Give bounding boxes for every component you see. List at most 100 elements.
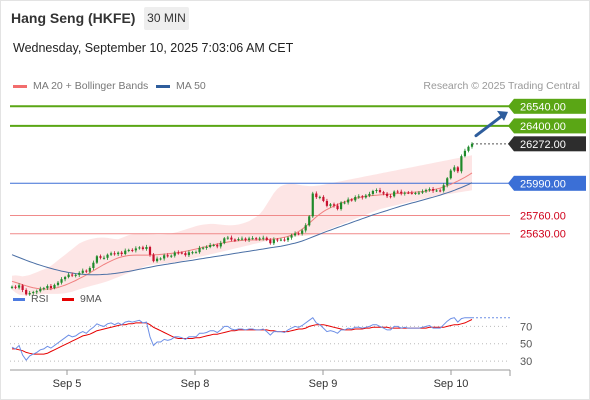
candle-body [403, 192, 406, 194]
level-label-0: 26540.00 [520, 101, 566, 113]
candle-body [269, 239, 272, 244]
candle-body [95, 256, 99, 263]
candle-body [53, 284, 56, 289]
candle-body [467, 146, 470, 151]
candle-body [138, 247, 141, 249]
candle-body [325, 200, 329, 206]
candle-body [378, 190, 382, 193]
timestamp: Wednesday, September 10, 2025 7:03:06 AM… [13, 41, 294, 55]
candle-body [102, 257, 106, 259]
candle-body [304, 225, 307, 231]
legend-label-ma20: MA 20 + Bollinger Bands [33, 80, 149, 92]
candle-body [233, 239, 237, 241]
candle-body [258, 238, 261, 240]
candle-body [364, 195, 367, 198]
candle-body [230, 237, 233, 240]
legend-swatch-ma20 [13, 84, 27, 88]
candle-body [283, 239, 286, 241]
candle-body [463, 150, 467, 157]
candle-body [124, 250, 127, 254]
candle-body [301, 230, 304, 234]
level-label-4: 25760.00 [520, 211, 566, 223]
candle-body [251, 238, 254, 240]
legend-swatch-ma50 [156, 84, 170, 88]
candle-body [209, 245, 212, 247]
level-label-1: 26400.00 [520, 121, 566, 133]
candle-body [127, 249, 130, 251]
legend-item-rsi-ma: 9MA [62, 293, 102, 305]
candle-body [148, 247, 152, 255]
candle-body [67, 274, 70, 278]
legend-swatch-rsi-ma [62, 297, 74, 301]
candle-body [385, 193, 389, 197]
legend-item-ma20: MA 20 + Bollinger Bands [13, 80, 148, 92]
candle-body [290, 235, 293, 238]
candle-body [223, 238, 226, 243]
timeframe-button[interactable]: 30 MIN [144, 7, 189, 30]
level-label-pointer-1 [508, 118, 514, 134]
candle-body [35, 291, 38, 293]
candle-body [191, 252, 194, 254]
candle-body [410, 192, 413, 194]
level-label-bg-0 [514, 98, 586, 114]
candle-body [194, 252, 198, 254]
level-label-bg-3 [514, 175, 586, 191]
candle-body [417, 192, 421, 194]
candle-body [117, 252, 120, 255]
candle-body [28, 293, 31, 295]
candle-body [201, 247, 205, 249]
candle-body [255, 238, 258, 240]
candle-body [17, 285, 21, 288]
candle-body [265, 237, 268, 240]
candle-body [262, 237, 265, 239]
candle-body [393, 191, 396, 197]
candle-body [244, 238, 247, 240]
legend-label-rsi: RSI [31, 293, 49, 305]
level-label-3: 25990.00 [520, 178, 566, 190]
candle-body [442, 185, 445, 191]
candle-body [279, 239, 283, 241]
forecast-arrow-head [497, 110, 508, 121]
candle-body [322, 196, 325, 201]
candle-body [198, 247, 201, 253]
candle-body [470, 143, 474, 147]
candle-body [276, 239, 279, 241]
legend-label-rsi-ma: 9MA [80, 293, 102, 305]
level-label-bg-1 [514, 118, 586, 134]
candle-body [428, 189, 431, 191]
candle-body [332, 204, 336, 206]
level-label-pointer-2 [508, 136, 514, 152]
forecast-arrow-shaft [474, 114, 504, 138]
candle-body [435, 190, 438, 192]
x-tick-label-0: Sep 5 [53, 378, 82, 390]
candle-body [173, 252, 176, 256]
candle-body [421, 191, 424, 193]
candle-body [163, 255, 166, 259]
candle-body [131, 249, 134, 251]
level-label-5: 25630.00 [520, 229, 566, 241]
candle-body [336, 205, 339, 210]
candle-body [240, 238, 244, 240]
candle-body [109, 253, 113, 255]
candle-body [42, 288, 45, 290]
candle-body [460, 156, 463, 172]
candle-body [226, 237, 229, 239]
candle-body [141, 247, 145, 249]
rsi-tick-label-0: 70 [520, 321, 532, 333]
candle-body [166, 255, 169, 257]
candle-body [439, 190, 442, 192]
candle-body [368, 193, 371, 196]
candle-body [145, 247, 148, 249]
candle-body [152, 254, 155, 262]
rsi-ma-line [12, 319, 473, 355]
instrument-title: Hang Seng (HKFE) [11, 10, 136, 26]
candle-body [74, 274, 77, 276]
candle-body [357, 196, 360, 198]
candle-body [21, 285, 24, 290]
rsi-tick-label-1: 50 [520, 339, 532, 351]
candle-body [88, 268, 91, 272]
candle-body [205, 247, 208, 248]
candle-body [247, 238, 251, 240]
research-credit: Research © 2025 Trading Central [423, 80, 580, 92]
candle-body [308, 216, 311, 226]
